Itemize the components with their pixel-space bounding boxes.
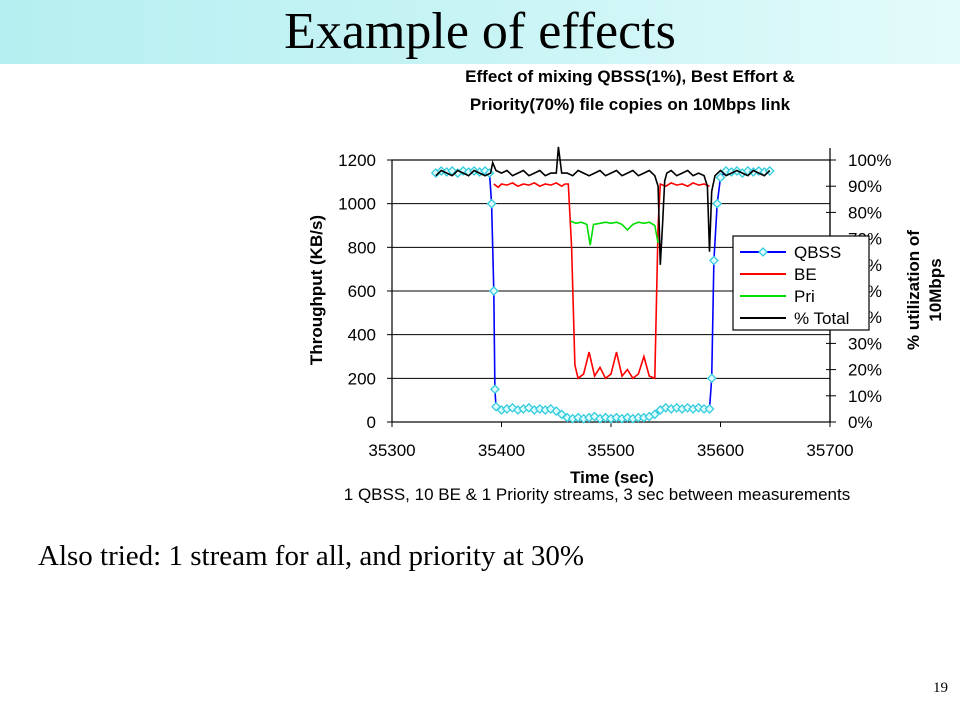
data-point-qbss <box>715 172 726 183</box>
data-point-qbss <box>488 286 499 296</box>
x-tick-label: 35600 <box>697 441 744 460</box>
title-bar <box>0 0 960 64</box>
x-tick-label: 35400 <box>478 441 525 460</box>
series-layer <box>430 146 775 424</box>
series-line-total <box>435 146 771 265</box>
slide-subtitle: Also tried: 1 stream for all, and priori… <box>38 540 585 572</box>
y2-tick-label: 100% <box>848 151 891 170</box>
x-tick-label: 35700 <box>806 441 853 460</box>
y-tick-label: 1200 <box>338 151 376 170</box>
series-line-qbss <box>435 170 770 420</box>
y-axis-ticks: 0 200 400 600 800 1000 1200 <box>338 151 392 432</box>
chart-footnote: 1 QBSS, 10 BE & 1 Priority streams, 3 se… <box>344 485 850 504</box>
series-line-pri <box>570 220 659 246</box>
y-axis-label: Throughput (KB/s) <box>307 215 326 365</box>
data-point-qbss <box>649 409 660 420</box>
y2-tick-label: 20% <box>848 361 882 380</box>
y2-axis-label-line-2: 10Mbps <box>926 258 945 321</box>
x-axis-ticks: 35300 35400 35500 35600 35700 <box>368 422 854 460</box>
x-tick-label: 35300 <box>368 441 415 460</box>
legend-label-qbss: QBSS <box>794 243 841 262</box>
data-point-qbss <box>486 198 497 209</box>
y-tick-label: 1000 <box>338 195 376 214</box>
legend: QBSS BE Pri % Total <box>732 235 870 331</box>
y-tick-label: 0 <box>367 413 376 432</box>
data-point-qbss <box>709 255 719 266</box>
chart-title-line-1: Effect of mixing QBSS(1%), Best Effort & <box>465 67 795 86</box>
legend-label-pri: Pri <box>794 287 815 306</box>
y2-axis-label-line-1: % utilization of <box>904 230 923 350</box>
data-point-qbss <box>490 384 500 395</box>
legend-label-total: % Total <box>794 309 849 328</box>
y2-tick-label: 0% <box>848 413 873 432</box>
chart-title-line-2: Priority(70%) file copies on 10Mbps link <box>470 95 791 114</box>
y-tick-label: 600 <box>348 282 376 301</box>
slide-title: Example of effects <box>284 3 676 60</box>
page-number: 19 <box>933 680 948 696</box>
series-line-be <box>493 182 710 380</box>
legend-items: QBSS BE Pri % Total <box>740 243 849 328</box>
y2-tick-label: 80% <box>848 203 882 222</box>
y-tick-label: 400 <box>348 326 376 345</box>
y-tick-label: 800 <box>348 238 376 257</box>
data-point-qbss <box>706 373 717 384</box>
y2-tick-label: 30% <box>848 334 882 353</box>
y2-tick-label: 10% <box>848 387 882 406</box>
legend-label-be: BE <box>794 265 817 284</box>
legend-marker-qbss <box>758 247 768 257</box>
y-tick-label: 200 <box>348 369 376 388</box>
data-point-qbss <box>704 403 715 414</box>
data-point-qbss <box>712 198 723 209</box>
x-axis-label: Time (sec) <box>570 468 654 487</box>
x-tick-label: 35500 <box>587 441 634 460</box>
y2-tick-label: 90% <box>848 177 882 196</box>
